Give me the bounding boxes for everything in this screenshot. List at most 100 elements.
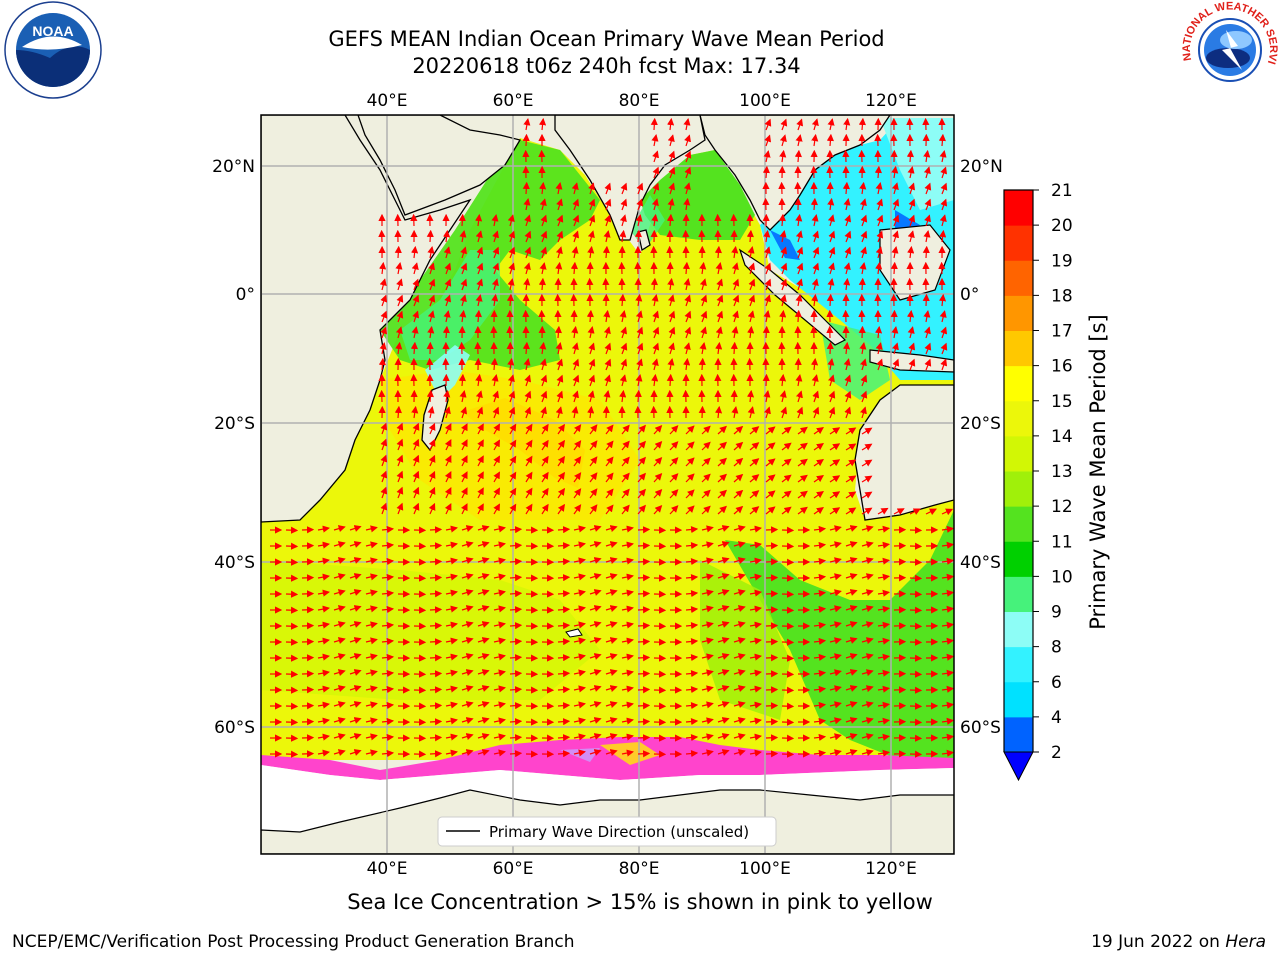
wave-arrow: [794, 357, 802, 371]
wave-arrow: [701, 441, 711, 451]
wave-arrow: [717, 605, 730, 612]
land-kerguelen: [565, 628, 583, 638]
wave-arrow: [493, 455, 500, 467]
colorbar-segment: [1004, 400, 1033, 437]
wave-arrow: [474, 309, 482, 323]
wave-arrow: [845, 621, 858, 628]
colorbar-segment: [1004, 190, 1033, 226]
wave-arrow: [717, 525, 730, 532]
wave-arrow: [749, 541, 762, 549]
wave-arrow: [589, 653, 602, 660]
wave-arrow: [554, 325, 562, 339]
wave-arrow: [826, 293, 834, 307]
wave-arrow: [925, 508, 937, 516]
wave-arrow: [749, 653, 762, 661]
wave-arrow: [541, 487, 549, 499]
wave-arrow: [557, 423, 565, 435]
colorbar-tick-label: 16: [1051, 357, 1073, 377]
wave-arrow: [861, 669, 874, 677]
wave-arrow: [555, 261, 563, 275]
wave-arrow: [749, 506, 760, 515]
wave-arrow: [381, 717, 395, 726]
wave-arrow: [845, 701, 858, 708]
wave-arrow: [685, 621, 699, 630]
wave-arrow: [349, 525, 362, 532]
wave-arrow: [621, 733, 634, 741]
wave-arrow: [749, 458, 760, 467]
wave-arrow: [412, 438, 420, 451]
wave-arrow: [891, 182, 899, 195]
colorbar-tick-label: 15: [1051, 392, 1073, 412]
wave-arrow: [589, 717, 602, 724]
wave-arrow: [621, 669, 634, 677]
wave-arrow: [410, 341, 418, 355]
wave-arrow: [764, 262, 772, 275]
wave-arrow: [795, 134, 803, 147]
wave-arrow: [557, 574, 571, 582]
wave-arrow: [877, 685, 891, 693]
wave-arrow: [733, 701, 746, 709]
wave-arrow: [557, 487, 565, 499]
wave-arrow: [380, 294, 388, 307]
wave-arrow: [829, 701, 842, 709]
wave-arrow: [716, 294, 724, 307]
wave-arrow: [730, 341, 738, 355]
wave-arrow: [476, 278, 484, 291]
wave-arrow: [781, 458, 792, 467]
wave-arrow: [780, 118, 788, 131]
wave-arrow: [557, 439, 565, 451]
wave-arrow: [557, 686, 571, 694]
wave-arrow: [700, 294, 708, 307]
wave-arrow: [429, 558, 443, 566]
wave-arrow: [845, 507, 857, 515]
wave-arrow: [412, 278, 420, 291]
wave-arrow: [650, 277, 658, 291]
wave-arrow: [652, 150, 659, 163]
wave-arrow: [701, 733, 714, 741]
wave-arrow: [684, 166, 692, 179]
wave-arrow: [365, 733, 378, 741]
wave-arrow: [429, 574, 443, 582]
wave-arrow: [573, 637, 586, 645]
colorbar-segment: [1004, 541, 1033, 577]
wave-arrow: [940, 326, 948, 339]
wave-arrow: [604, 358, 612, 371]
wave-arrow: [458, 373, 466, 387]
wave-arrow: [924, 358, 932, 371]
wave-arrow: [668, 182, 676, 195]
wave-arrow: [749, 573, 762, 581]
wave-arrow: [765, 542, 779, 550]
wave-arrow: [701, 473, 711, 483]
wave-arrow: [509, 439, 517, 451]
wave-arrow: [940, 342, 948, 355]
wave-arrow: [813, 525, 827, 533]
wave-arrow: [458, 213, 466, 227]
wave-arrow: [874, 325, 883, 339]
wave-arrow: [493, 503, 500, 515]
wave-arrow: [460, 278, 468, 291]
wave-arrow: [813, 637, 827, 645]
wave-arrow: [765, 718, 779, 726]
wave-arrow: [765, 654, 779, 662]
wave-arrow: [637, 526, 651, 534]
wave-arrow: [685, 701, 699, 710]
date-text: 19 Jun 2022 on: [1091, 932, 1226, 952]
wave-arrow: [765, 622, 779, 630]
wave-arrow: [861, 525, 874, 533]
wave-arrow: [667, 358, 675, 371]
wave-arrow: [651, 198, 659, 211]
wave-arrow: [733, 605, 746, 613]
wave-arrow: [813, 573, 827, 581]
wave-arrow: [717, 717, 730, 724]
wave-arrow: [411, 262, 419, 275]
wave-arrow: [461, 525, 474, 532]
wave-arrow: [796, 278, 803, 291]
lat-tick-right: 40°S: [960, 553, 1001, 573]
wave-arrow: [667, 134, 675, 147]
wave-arrow: [669, 425, 679, 435]
wave-arrow: [477, 557, 490, 564]
wave-arrow: [621, 488, 630, 499]
lat-tick-right: 0°: [960, 285, 979, 305]
wave-arrow: [907, 230, 915, 243]
